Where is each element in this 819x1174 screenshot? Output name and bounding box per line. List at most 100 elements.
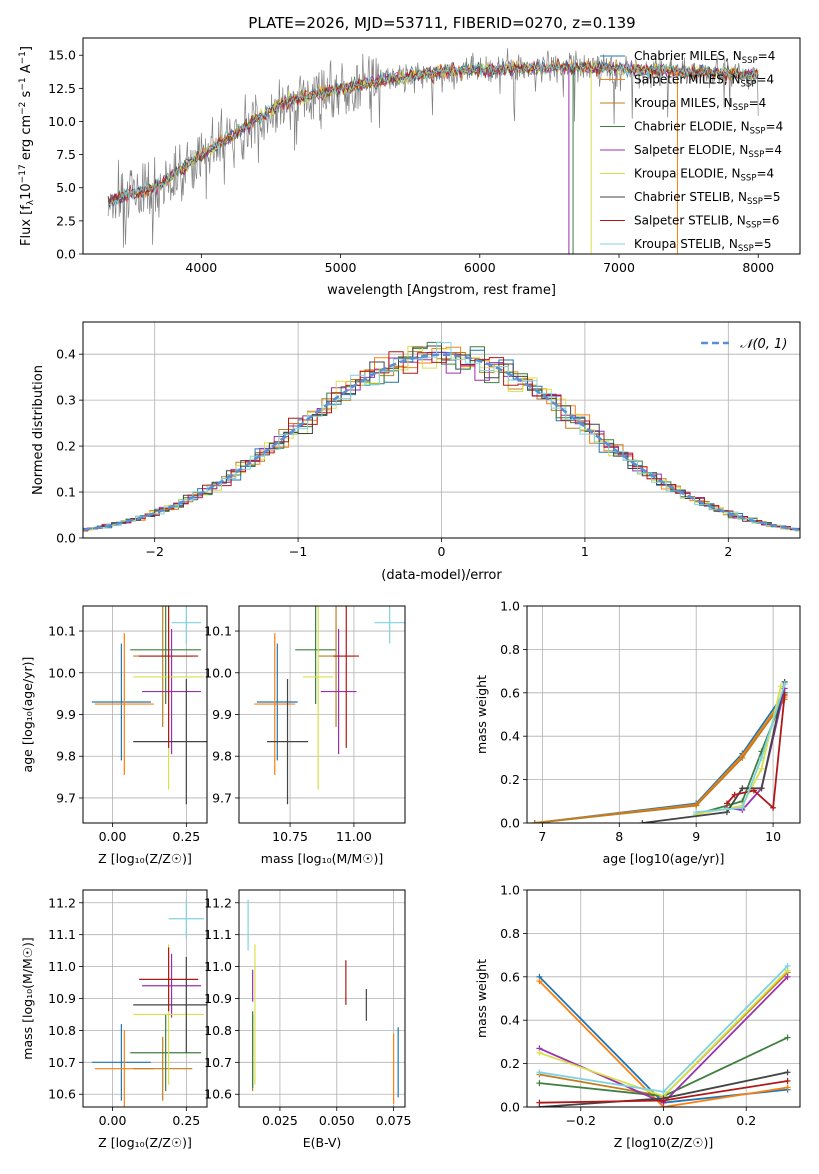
weight-vs-age-xtick-label: 9	[692, 829, 700, 844]
age-vs-mass-frame	[238, 605, 406, 824]
mass-vs-ebv-ytick-label: 11.1	[204, 927, 232, 942]
age-vs-mass-ytick-label: 9.9	[212, 707, 232, 722]
weight-vs-age-xlabel: age [log10(age/yr)]	[603, 851, 725, 866]
spectrum-xtick-label: 4000	[185, 260, 217, 275]
spectrum-legend-label: Chabrier MILES, NSSP=4	[634, 49, 775, 66]
weight-vs-Z-ytick-label: 0.2	[500, 1056, 520, 1071]
weight-vs-age-axes: 7 8 9 10 0.0 0.2 0.4 0.6 0.8 1.0	[500, 599, 801, 844]
spectrum-legend-label: Kroupa STELIB, NSSP=5	[634, 237, 772, 254]
age-vs-mass-plot-area	[254, 606, 405, 805]
spectrum-xtick-label: 5000	[325, 260, 357, 275]
age-vs-Z-axes: 0.00 0.25 9.7 9.8 9.9 10.0 10.1	[48, 605, 208, 844]
weight-vs-age-ytick-label: 0.0	[500, 816, 520, 831]
weight-vs-age-frame	[526, 605, 801, 824]
weight-vs-age-ylabel: mass weight	[474, 675, 489, 754]
weight-vs-Z-series-line	[538, 980, 788, 1107]
mass-vs-Z-xtick-label: 0.25	[172, 1113, 200, 1128]
age-vs-Z-xtick-label: 0.25	[172, 829, 200, 844]
spectrum-ytick-label: 15.0	[48, 48, 76, 63]
residuals-xtick-label: 2	[724, 544, 732, 559]
residuals-xtick-label: −1	[289, 544, 307, 559]
spectrum-xtick-label: 8000	[742, 260, 774, 275]
weight-vs-age-ytick-label: 0.4	[500, 729, 520, 744]
weight-vs-Z-ytick-label: 1.0	[500, 883, 520, 898]
mass-vs-ebv-ytick-label: 11.0	[204, 959, 232, 974]
mass-vs-Z-plot-area	[91, 899, 207, 1107]
age-vs-mass-xlabel: mass [log₁₀(M/M☉)]	[261, 851, 383, 866]
age-vs-mass-ytick-label: 10.0	[204, 665, 232, 680]
mass-vs-Z-frame	[82, 889, 208, 1108]
residuals-ytick-label: 0.2	[56, 439, 76, 454]
spectrum-xlabel: wavelength [Angstrom, rest frame]	[327, 283, 556, 298]
spectrum-ytick-label: 7.5	[56, 147, 76, 162]
spectrum-legend-label: Kroupa ELODIE, NSSP=4	[634, 167, 774, 184]
mass-vs-ebv-ytick-label: 10.9	[204, 991, 232, 1006]
mass-vs-ebv-ytick-label: 10.6	[204, 1087, 232, 1102]
weight-vs-age-ytick-label: 0.8	[500, 642, 520, 657]
age-vs-mass-xtick-label: 11.00	[336, 829, 372, 844]
mass-vs-ebv-axes: 0.025 0.050 0.075 10.6 10.7 10.8 10.9 11.0 11.1 1…	[204, 889, 412, 1128]
weight-vs-Z-frame	[526, 889, 801, 1108]
mass-vs-Z-ytick-label: 11.2	[48, 895, 76, 910]
weight-vs-age-ytick-label: 0.2	[500, 772, 520, 787]
weight-vs-age-series-line	[534, 698, 786, 823]
weight-vs-age-xtick-label: 8	[615, 829, 623, 844]
spectrum-ytick-label: 10.0	[48, 114, 76, 129]
residuals-ylabel: Normed distribution	[31, 365, 46, 495]
residuals-xtick-label: 1	[581, 544, 589, 559]
mass-vs-Z-ytick-label: 11.1	[48, 927, 76, 942]
mass-vs-ebv-ytick-label: 10.7	[204, 1055, 232, 1070]
normal-curve	[83, 353, 800, 532]
spectrum-model-line	[108, 59, 759, 206]
mass-vs-ebv-xtick-label: 0.025	[262, 1113, 298, 1128]
mass-vs-Z-ylabel: mass [log₁₀(M/M☉)]	[20, 937, 35, 1059]
spectrum-legend-label: Chabrier ELODIE, NSSP=4	[634, 120, 783, 137]
weight-vs-Z-xlabel: Z [log10(Z/Z☉)]	[614, 1135, 714, 1150]
weight-vs-age-xtick-label: 7	[538, 829, 546, 844]
residuals-plot-area	[83, 341, 800, 532]
figure-title: PLATE=2026, MJD=53711, FIBERID=0270, z=0…	[248, 14, 635, 32]
residuals-legend-label: 𝒩(0, 1)	[740, 337, 787, 352]
age-vs-Z-xtick-label: 0.00	[99, 829, 127, 844]
weight-vs-Z-ytick-label: 0.8	[500, 926, 520, 941]
spectrum-legend-label: Salpeter STELIB, NSSP=6	[634, 214, 779, 231]
mass-vs-Z-xtick-label: 0.00	[99, 1113, 127, 1128]
weight-vs-Z-plot-area	[536, 962, 791, 1107]
mass-vs-Z-ytick-label: 10.9	[48, 991, 76, 1006]
weight-vs-Z-xtick-label: 0.0	[654, 1113, 674, 1128]
age-vs-mass-axes: 10.75 11.00 9.7 9.8 9.9 10.0 10.1	[204, 605, 406, 844]
spectrum-xtick-label: 7000	[603, 260, 635, 275]
age-vs-Z-ytick-label: 9.9	[56, 707, 76, 722]
mass-vs-ebv-ytick-label: 11.2	[204, 895, 232, 910]
residuals-ytick-label: 0.4	[56, 347, 76, 362]
mass-vs-ebv-frame	[238, 889, 406, 1108]
mass-vs-Z-ytick-label: 10.6	[48, 1087, 76, 1102]
mass-vs-Z-axes: 0.00 0.25 10.6 10.7 10.8 10.9 11.0 11.1 11.2	[48, 889, 208, 1128]
spectrum-ytick-label: 2.5	[56, 213, 76, 228]
residual-histogram	[83, 342, 800, 531]
weight-vs-Z-ytick-label: 0.6	[500, 969, 520, 984]
weight-vs-age-plot-area	[531, 678, 788, 823]
residuals-ytick-label: 0.1	[56, 485, 76, 500]
spectrum-frame	[82, 37, 801, 255]
age-vs-Z-ytick-label: 10.1	[48, 624, 76, 639]
age-vs-Z-plot-area	[91, 606, 207, 805]
spectrum-plot-area	[107, 48, 759, 254]
residuals-xtick-label: −2	[145, 544, 163, 559]
weight-vs-age-xtick-label: 10	[765, 829, 781, 844]
mass-vs-ebv-ytick-label: 10.8	[204, 1023, 232, 1038]
residuals-axes: −2 −1 0 1 2 0.0 0.1 0.2 0.3 0.4	[56, 321, 801, 559]
weight-vs-age-series-line	[696, 683, 786, 813]
mass-vs-ebv-plot-area	[247, 899, 399, 1104]
age-vs-Z-ytick-label: 9.7	[56, 790, 76, 805]
age-vs-Z-ytick-label: 9.8	[56, 749, 76, 764]
spectrum-ytick-label: 0.0	[56, 247, 76, 262]
spectrum-legend-label: Salpeter ELODIE, NSSP=4	[634, 143, 782, 160]
age-vs-mass-xtick-label: 10.75	[272, 829, 308, 844]
weight-vs-Z-ytick-label: 0.0	[500, 1100, 520, 1115]
mass-vs-Z-ytick-label: 10.8	[48, 1023, 76, 1038]
spectrum-ylabel: Flux [fλ10−17 erg cm−2 s−1 A−1]	[18, 46, 36, 246]
spectrum-legend-label: Kroupa MILES, NSSP=4	[634, 96, 766, 113]
